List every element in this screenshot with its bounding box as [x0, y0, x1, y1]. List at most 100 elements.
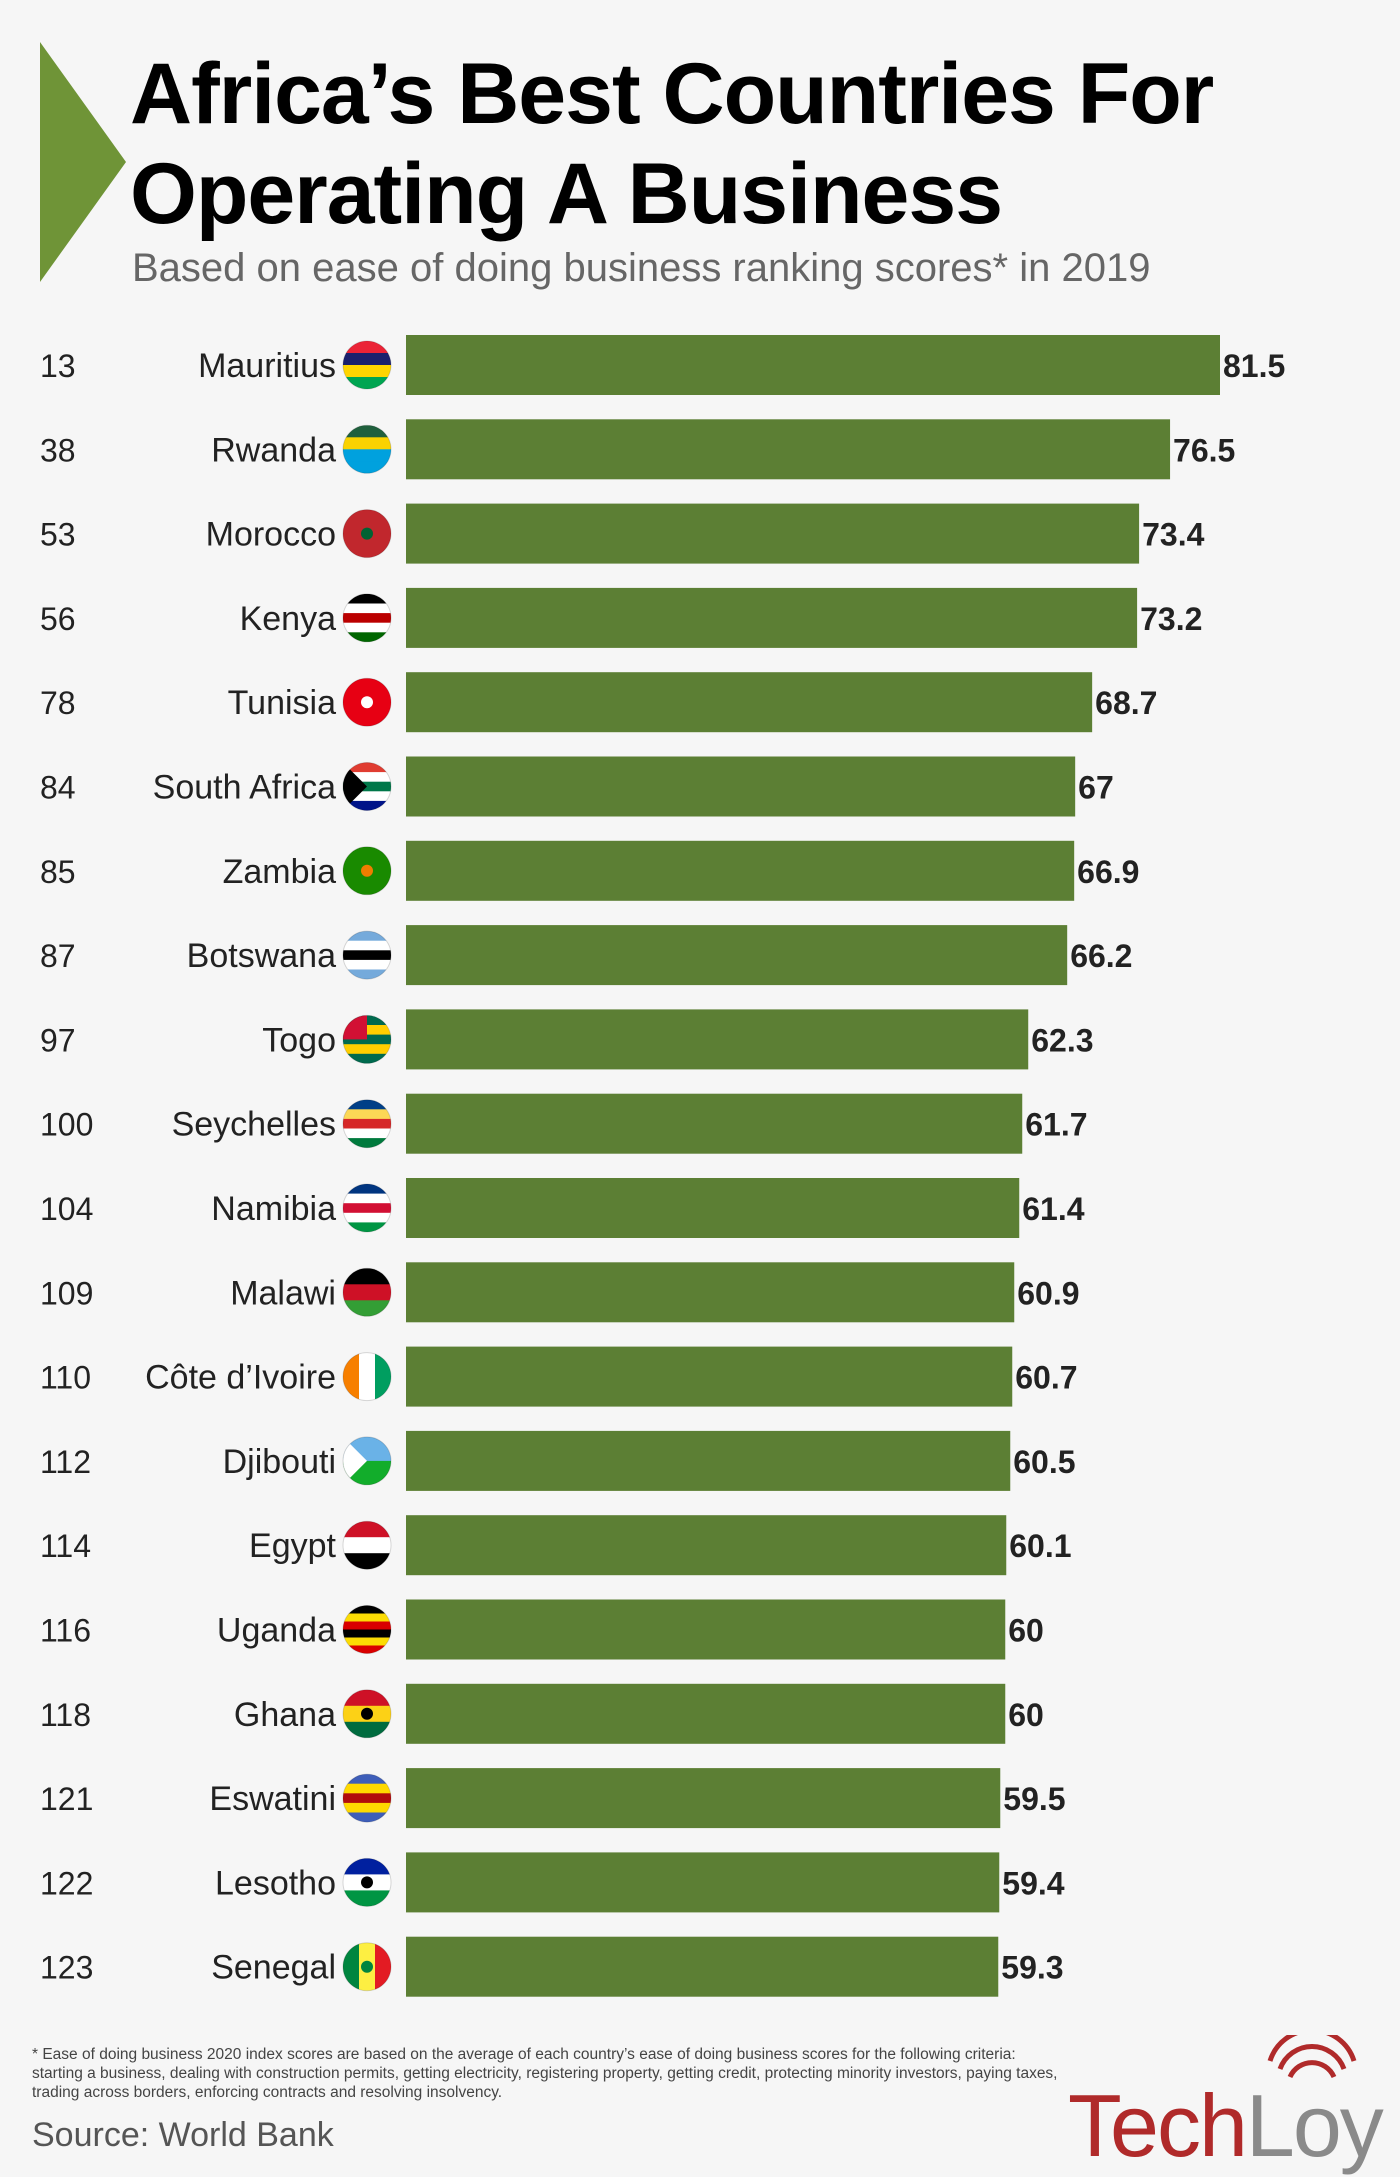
rank-label: 123 — [40, 1950, 93, 1986]
bar-row: 110 Côte d’Ivoire 60.7 — [40, 1346, 1078, 1407]
logo-wordmark: TechLoy — [1068, 2075, 1384, 2177]
value-label: 73.2 — [1140, 601, 1202, 637]
bar-chart: 13 Mauritius 81.5 38 Rwanda 76.5 53 Morocco 73.4… — [40, 335, 1285, 1997]
bar — [406, 672, 1093, 733]
rank-label: 13 — [40, 348, 76, 384]
logo-loy-text: Loy — [1245, 2076, 1384, 2175]
value-label: 66.2 — [1070, 938, 1132, 974]
flag-icon — [342, 340, 392, 390]
bar-row: 38 Rwanda 76.5 — [40, 419, 1235, 480]
flag-icon — [342, 424, 392, 474]
value-label: 59.3 — [1001, 1950, 1063, 1986]
country-label: Botswana — [187, 937, 336, 975]
flag-icon — [342, 1099, 392, 1149]
flag-icon — [342, 677, 392, 727]
flag-icon — [342, 1352, 392, 1402]
chart-title: Africa’s Best Countries For Operating A … — [130, 46, 1214, 242]
bar — [406, 840, 1075, 901]
triangle-shape — [40, 42, 126, 282]
footnote: * Ease of doing business 2020 index scor… — [32, 2046, 1058, 2101]
rank-label: 87 — [40, 938, 76, 974]
rank-label: 112 — [40, 1444, 91, 1480]
country-label: Namibia — [211, 1190, 336, 1228]
signal-wave-inner — [1287, 2060, 1337, 2079]
value-label: 59.4 — [1002, 1865, 1064, 1901]
flag-icon — [342, 1773, 392, 1823]
bar — [406, 503, 1140, 564]
country-label: Mauritius — [198, 347, 336, 385]
bar-row: 118 Ghana 60 — [40, 1683, 1044, 1744]
rank-label: 85 — [40, 854, 76, 890]
techloy-logo[interactable]: TechLoy — [1060, 2035, 1390, 2175]
rank-label: 116 — [40, 1613, 91, 1649]
rank-label: 53 — [40, 517, 76, 553]
flag-icon — [342, 1267, 392, 1317]
country-label: Uganda — [217, 1612, 336, 1650]
country-label: Rwanda — [211, 431, 336, 469]
bar — [406, 1346, 1013, 1407]
value-label: 67 — [1078, 770, 1114, 806]
bar — [406, 1009, 1029, 1070]
flag-icon — [342, 930, 392, 980]
bar-row: 53 Morocco 73.4 — [40, 503, 1205, 564]
bar — [406, 1599, 1006, 1660]
bar-row: 87 Botswana 66.2 — [40, 925, 1132, 986]
value-label: 68.7 — [1095, 685, 1157, 721]
country-label: Ghana — [234, 1696, 336, 1734]
flag-icon — [342, 509, 392, 559]
rank-label: 78 — [40, 685, 76, 721]
flag-icon — [342, 1436, 392, 1486]
country-label: Senegal — [211, 1949, 336, 1987]
country-label: Malawi — [230, 1274, 336, 1312]
bar-row: 100 Seychelles 61.7 — [40, 1093, 1088, 1154]
rank-label: 114 — [40, 1528, 91, 1564]
bar-row: 84 South Africa 67 — [40, 756, 1114, 817]
country-label: Togo — [262, 1021, 336, 1059]
value-label: 60 — [1008, 1697, 1044, 1733]
bar — [406, 1936, 999, 1997]
flag-icon — [342, 1689, 392, 1739]
flag-icon — [342, 1014, 392, 1064]
bar — [406, 587, 1138, 648]
bar-row: 85 Zambia 66.9 — [40, 840, 1139, 901]
country-label: Seychelles — [172, 1106, 336, 1144]
rank-label: 97 — [40, 1022, 76, 1058]
flag-icon — [342, 1183, 392, 1233]
flag-icon — [342, 846, 392, 896]
bar — [406, 1430, 1011, 1491]
value-label: 73.4 — [1142, 517, 1204, 553]
bar — [406, 1262, 1015, 1323]
logo-tech-text: Tech — [1068, 2076, 1248, 2175]
bar — [406, 756, 1076, 817]
flag-icon — [342, 593, 392, 643]
bar — [406, 335, 1220, 395]
rank-label: 118 — [40, 1697, 91, 1733]
rank-label: 121 — [40, 1781, 93, 1817]
rank-label: 104 — [40, 1191, 93, 1227]
bar-row: 123 Senegal 59.3 — [40, 1936, 1064, 1997]
bar-row: 13 Mauritius 81.5 — [40, 335, 1285, 395]
signal-wave-middle — [1277, 2043, 1347, 2070]
title-triangle-decoration — [40, 42, 126, 282]
bar-row: 122 Lesotho 59.4 — [40, 1852, 1065, 1913]
value-label: 81.5 — [1223, 348, 1285, 384]
bar-row: 56 Kenya 73.2 — [40, 587, 1202, 648]
rank-label: 38 — [40, 432, 76, 468]
country-label: Zambia — [223, 853, 336, 891]
bar — [406, 1852, 1000, 1913]
rank-label: 100 — [40, 1107, 93, 1143]
country-label: Lesotho — [215, 1864, 336, 1902]
bar — [406, 1515, 1007, 1576]
bar — [406, 1768, 1001, 1829]
bar-row: 78 Tunisia 68.7 — [40, 672, 1157, 733]
chart-subtitle: Based on ease of doing business ranking … — [132, 246, 1151, 290]
country-label: Djibouti — [223, 1443, 336, 1481]
country-label: Morocco — [206, 516, 336, 554]
bar — [406, 1683, 1006, 1744]
bar — [406, 419, 1171, 480]
value-label: 61.4 — [1022, 1191, 1084, 1227]
header: Africa’s Best Countries For Operating A … — [0, 0, 1400, 320]
signal-waves-icon — [1267, 2035, 1357, 2079]
bar-row: 116 Uganda 60 — [40, 1599, 1044, 1660]
source-label: Source: World Bank — [32, 2116, 334, 2154]
